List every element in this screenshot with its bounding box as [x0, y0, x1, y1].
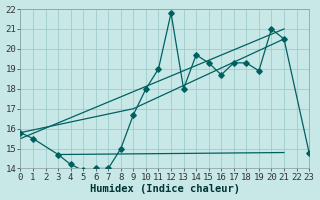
X-axis label: Humidex (Indice chaleur): Humidex (Indice chaleur) [90, 184, 240, 194]
